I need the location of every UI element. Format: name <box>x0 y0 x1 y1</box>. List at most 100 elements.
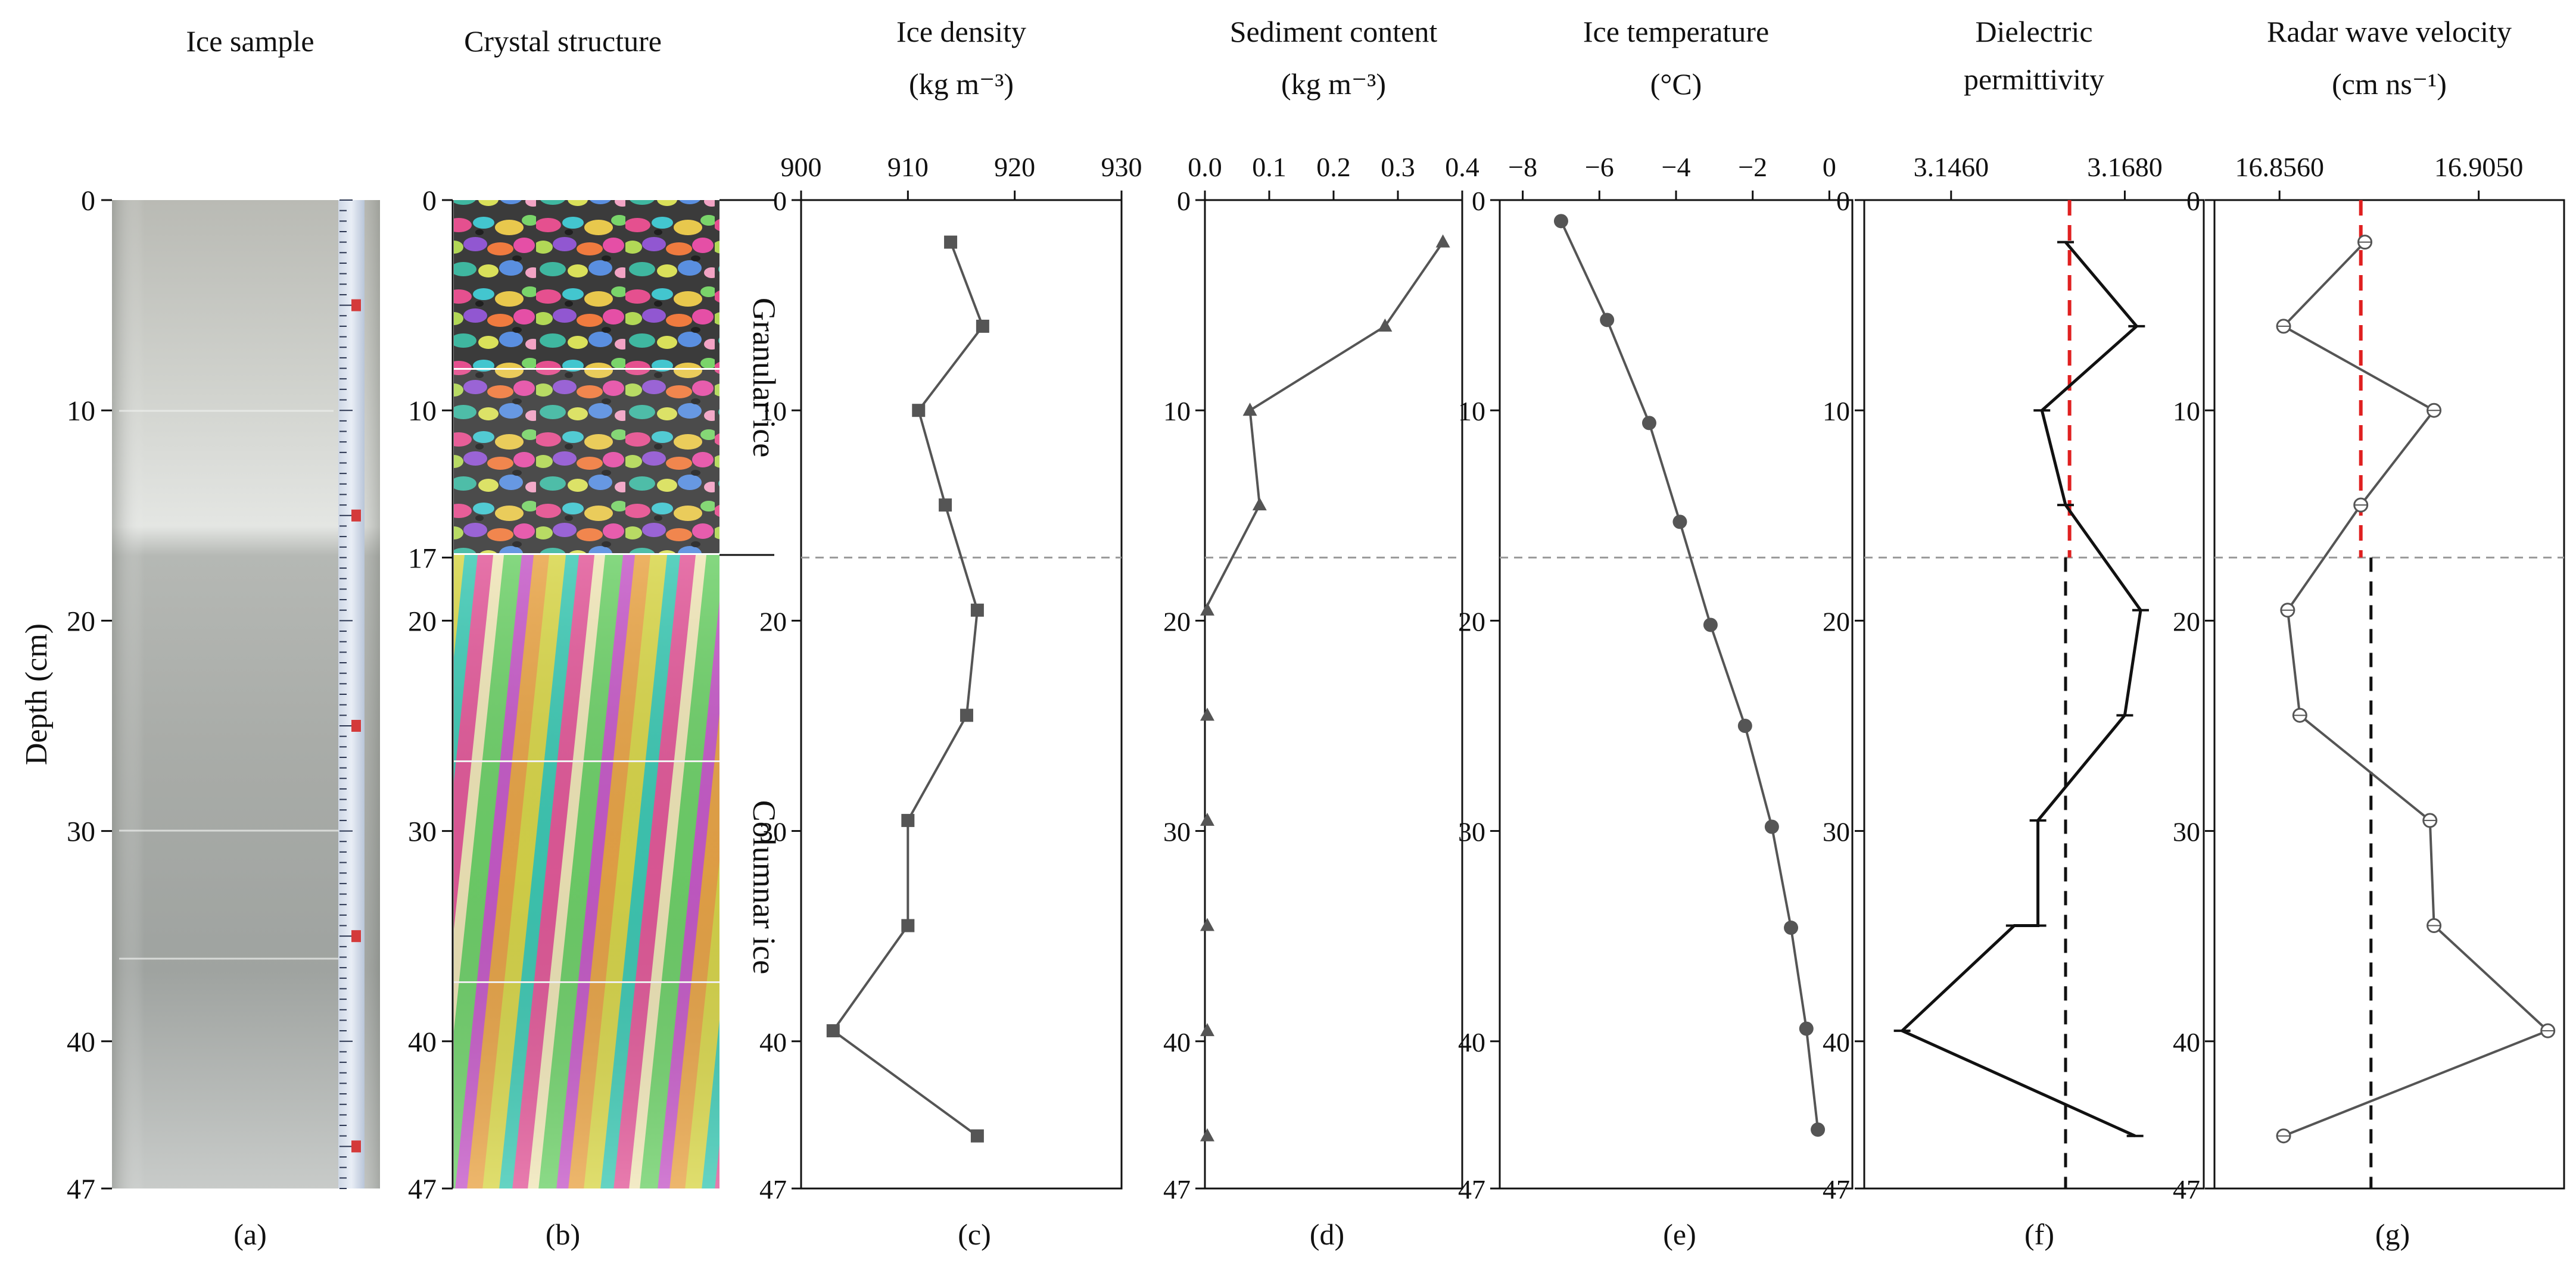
y-axis-ticks-left: 0 10 20 30 40 47 <box>67 185 112 1205</box>
y-tick-label-left: 0 <box>81 185 95 217</box>
panel-letter-f: (f) <box>2024 1218 2054 1251</box>
y-tick-label-f: 47 <box>1823 1174 1850 1205</box>
panel-letter-c: (c) <box>958 1218 991 1251</box>
data-point-e <box>1703 617 1718 632</box>
y-tick-label-e: 40 <box>1458 1027 1485 1057</box>
y-tick-label-g: 20 <box>2173 606 2200 637</box>
data-point-c <box>944 235 958 249</box>
y-tick-label-left: 40 <box>67 1027 95 1058</box>
data-point-e <box>1553 214 1568 229</box>
chart-unit-d: (kg m⁻³) <box>1281 67 1386 101</box>
y-tick-label-c: 30 <box>759 817 787 847</box>
ruler-red-mark <box>351 299 361 311</box>
x-tick-label-e: −2 <box>1738 152 1767 182</box>
y-tick-label-f: 30 <box>1823 817 1850 847</box>
ice-sample-ruler-ticks <box>339 199 361 1189</box>
chart-d: Sediment content (kg m⁻³) 0.0 0.1 0.2 0.3 0.4 0… <box>1163 15 1479 1205</box>
crystal-tick-label: 20 <box>408 606 437 637</box>
data-point-c <box>939 498 952 512</box>
x-tick-label-e: −8 <box>1508 152 1537 182</box>
y-tick-label-e: 20 <box>1458 606 1485 637</box>
data-point-d <box>1242 403 1257 416</box>
chart-title-c: Ice density <box>896 15 1026 48</box>
series-line-d <box>1204 241 1444 611</box>
plot-frame-d <box>1204 199 1463 1190</box>
panel-letter-g: (g) <box>2375 1218 2410 1251</box>
data-point-c <box>960 709 973 722</box>
plot-frame-c <box>800 199 1123 1190</box>
y-tick-label-c: 40 <box>759 1027 787 1057</box>
y-tick-label-left: 20 <box>67 606 95 637</box>
chart-unit-g: (cm ns⁻¹) <box>2332 67 2447 101</box>
chart-title-e: Ice temperature <box>1583 15 1769 48</box>
panel-b-title: Crystal structure <box>464 24 662 58</box>
panel-a-title: Ice sample <box>186 24 314 58</box>
x-tick-label-c: 900 <box>781 152 822 182</box>
y-tick-label-d: 47 <box>1163 1174 1191 1205</box>
crystal-tick-label: 30 <box>408 816 437 848</box>
x-tick-label-d: 0.2 <box>1316 152 1351 182</box>
plot-frame-g <box>2213 199 2565 1190</box>
y-tick-label-f: 10 <box>1823 396 1850 426</box>
x-tick-label-g: 16.9050 <box>2434 152 2524 182</box>
y-tick-label-f: 40 <box>1823 1027 1850 1057</box>
panel-b-crystal-structure: Crystal structure 0 10 17 20 30 40 47 Granular… <box>408 24 782 1205</box>
crystal-tick-label: 10 <box>408 395 437 427</box>
y-tick-label-left: 47 <box>67 1174 95 1205</box>
y-tick-label-c: 10 <box>759 396 787 426</box>
data-point-e <box>1600 313 1615 327</box>
y-tick-label-left: 30 <box>67 816 95 848</box>
data-point-c <box>976 319 989 333</box>
data-point-c <box>826 1024 840 1038</box>
data-point-e <box>1764 819 1779 834</box>
chart-unit-e: (°C) <box>1650 67 1702 101</box>
x-tick-label-c: 910 <box>887 152 929 182</box>
x-tick-label-f: 3.1680 <box>2087 152 2163 182</box>
chart-panels: Ice density (kg m⁻³) 900 910 920 930 0 10 20 30 40… <box>759 15 2565 1205</box>
crystal-axis-ticks: 0 10 17 20 30 40 47 <box>408 185 453 1205</box>
data-point-e <box>1641 416 1656 431</box>
data-point-d <box>1200 1128 1214 1141</box>
chart-title-f: Dielectric <box>1975 15 2092 48</box>
y-tick-label-e: 0 <box>1472 186 1485 216</box>
y-tick-label-f: 0 <box>1836 186 1850 216</box>
y-tick-label-left: 10 <box>67 395 95 427</box>
zone-label-columnar: Columnar ice <box>746 800 782 974</box>
panel-letter-a: (a) <box>233 1218 267 1251</box>
panel-letter-b: (b) <box>546 1218 580 1251</box>
panel-letter-d: (d) <box>1310 1218 1344 1251</box>
ruler-red-mark <box>351 930 361 943</box>
ruler-red-mark <box>351 719 361 732</box>
x-tick-label-d: 0.1 <box>1252 152 1287 182</box>
series-line-c <box>831 241 985 1137</box>
data-point-d <box>1200 812 1214 826</box>
chart-title-d: Sediment content <box>1230 15 1438 48</box>
x-tick-label-e: −6 <box>1585 152 1614 182</box>
data-point-e <box>1811 1122 1826 1137</box>
data-point-c <box>912 404 926 417</box>
panel-letter-e: (e) <box>1663 1218 1696 1251</box>
chart-f: Dielectric permittivity 3.1460 3.1680 0 10 20 3… <box>1823 15 2205 1205</box>
x-tick-label-c: 930 <box>1101 152 1142 182</box>
y-tick-label-d: 30 <box>1163 817 1191 847</box>
y-tick-label-c: 20 <box>759 606 787 637</box>
y-tick-label-e: 10 <box>1458 396 1485 426</box>
y-axis-label: Depth (cm) <box>20 623 54 765</box>
data-point-d <box>1200 918 1214 931</box>
x-tick-label-c: 920 <box>994 152 1035 182</box>
y-tick-label-g: 40 <box>2173 1027 2200 1057</box>
panel-a-ice-sample: Ice sample <box>112 24 380 1189</box>
x-tick-label-e: 0 <box>1823 152 1836 182</box>
columnar-ice-photo-shade <box>454 555 719 1188</box>
x-tick-label-d: 0.4 <box>1445 152 1479 182</box>
x-tick-label-d: 0.0 <box>1188 152 1222 182</box>
crystal-tick-label: 17 <box>408 542 437 574</box>
data-point-e <box>1799 1021 1814 1036</box>
plot-frame-f <box>1863 199 2205 1190</box>
x-tick-label-g: 16.8560 <box>2235 152 2324 182</box>
granular-ice-photo-top <box>454 200 719 368</box>
x-tick-label-d: 0.3 <box>1381 152 1415 182</box>
ice-sample-photo-edges <box>112 200 380 1188</box>
y-tick-label-g: 30 <box>2173 817 2200 847</box>
